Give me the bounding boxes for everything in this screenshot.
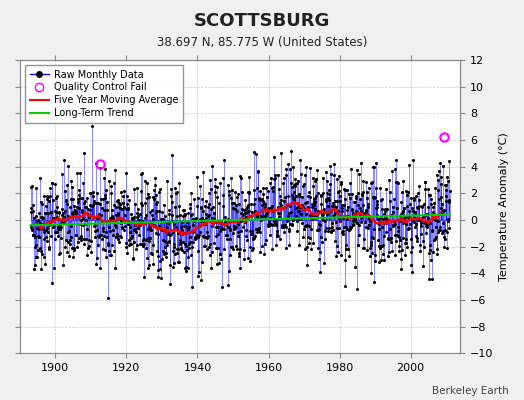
Legend: Raw Monthly Data, Quality Control Fail, Five Year Moving Average, Long-Term Tren: Raw Monthly Data, Quality Control Fail, … [25,65,183,123]
Text: Berkeley Earth: Berkeley Earth [432,386,508,396]
Text: 38.697 N, 85.775 W (United States): 38.697 N, 85.775 W (United States) [157,36,367,49]
Y-axis label: Temperature Anomaly (°C): Temperature Anomaly (°C) [499,132,509,281]
Text: SCOTTSBURG: SCOTTSBURG [194,12,330,30]
